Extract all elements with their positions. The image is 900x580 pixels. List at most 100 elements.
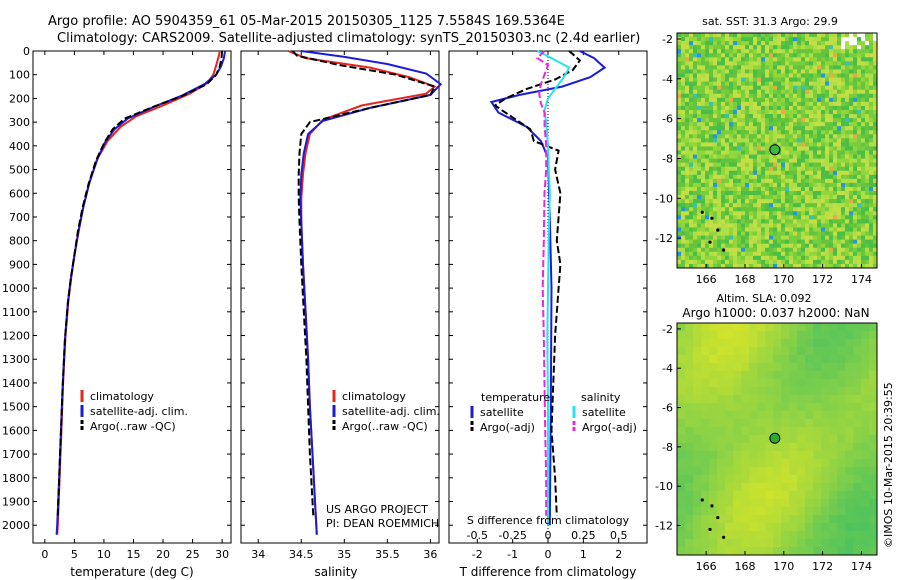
map-cell bbox=[685, 154, 690, 159]
map-cell bbox=[697, 122, 702, 127]
map-cell bbox=[717, 186, 722, 192]
map-cell bbox=[729, 207, 734, 212]
map-cell bbox=[861, 130, 866, 135]
map-cell bbox=[837, 467, 846, 476]
map-cell bbox=[785, 65, 790, 70]
map-cell bbox=[781, 207, 786, 212]
map-cell bbox=[793, 53, 798, 58]
map-cell bbox=[741, 451, 750, 460]
map-cell bbox=[757, 207, 762, 212]
map-cell bbox=[717, 114, 722, 119]
map-cell bbox=[841, 134, 846, 139]
map-cell bbox=[773, 85, 778, 91]
map-cell bbox=[717, 61, 722, 66]
map-cell bbox=[681, 130, 686, 135]
map-cell bbox=[689, 211, 694, 216]
map-cell bbox=[813, 363, 822, 372]
map-cell bbox=[801, 227, 806, 232]
map-cell bbox=[857, 227, 862, 232]
map-cell bbox=[857, 247, 862, 253]
map-cell bbox=[861, 523, 870, 532]
map-cell bbox=[693, 435, 702, 444]
map-cell bbox=[813, 130, 818, 135]
map-cell bbox=[845, 97, 850, 103]
map-cell bbox=[793, 118, 798, 123]
map-cell bbox=[733, 146, 738, 151]
map-cell bbox=[777, 215, 782, 220]
map-cell bbox=[873, 65, 878, 70]
map-cell bbox=[677, 255, 682, 261]
map-cell bbox=[869, 387, 878, 396]
map-cell bbox=[697, 142, 702, 147]
map-cell bbox=[845, 467, 854, 476]
map-cell bbox=[737, 162, 742, 168]
map-cell bbox=[813, 403, 822, 412]
map-cell bbox=[677, 69, 682, 74]
map-cell bbox=[729, 134, 734, 139]
map-cell bbox=[781, 81, 786, 87]
map-cell bbox=[773, 499, 782, 508]
map-cell bbox=[845, 126, 850, 131]
map-cell bbox=[789, 251, 794, 257]
map-cell bbox=[773, 69, 778, 74]
map-cell bbox=[869, 170, 874, 176]
map-cell bbox=[761, 138, 766, 143]
map-cell bbox=[757, 475, 766, 484]
map-cell bbox=[785, 162, 790, 168]
map-cell bbox=[813, 451, 822, 460]
map-cell bbox=[721, 105, 726, 111]
legend-label: Argo(..raw -QC) bbox=[90, 420, 176, 433]
map-cell bbox=[773, 443, 782, 452]
map-cell bbox=[681, 37, 686, 42]
title-line-2: Climatology: CARS2009. Satellite-adjuste… bbox=[57, 31, 640, 46]
map-cell bbox=[813, 77, 818, 83]
map-cell bbox=[777, 85, 782, 91]
map-cell bbox=[801, 81, 806, 87]
map-cell bbox=[797, 379, 806, 388]
map-cell bbox=[685, 150, 690, 155]
map-cell bbox=[701, 547, 710, 556]
map-cell bbox=[757, 515, 766, 524]
map-cell bbox=[861, 203, 866, 208]
map-cell bbox=[725, 178, 730, 184]
map-cell bbox=[781, 101, 786, 107]
map-cell bbox=[869, 81, 874, 87]
map-cell bbox=[709, 109, 714, 115]
map-cell bbox=[761, 231, 766, 236]
map-cell bbox=[817, 178, 822, 184]
map-cell bbox=[805, 239, 810, 245]
map-cell bbox=[733, 263, 738, 269]
map-cell bbox=[861, 138, 866, 143]
map-cell bbox=[809, 126, 814, 131]
map-cell bbox=[805, 515, 814, 524]
map-cell bbox=[861, 114, 866, 119]
map-cell bbox=[741, 251, 746, 257]
depth-tick-label: 400 bbox=[9, 140, 30, 153]
map-cell bbox=[761, 53, 766, 58]
map-cell bbox=[865, 154, 870, 159]
map-cell bbox=[849, 211, 854, 216]
map-cell bbox=[849, 93, 854, 99]
map-cell bbox=[761, 49, 766, 54]
map-cell bbox=[729, 85, 734, 91]
map-cell bbox=[781, 109, 786, 115]
map-cell bbox=[829, 114, 834, 119]
map-cell bbox=[717, 235, 722, 241]
map-cell bbox=[805, 331, 814, 340]
map-cell bbox=[813, 49, 818, 54]
map-cell bbox=[745, 255, 750, 261]
map-cell bbox=[725, 154, 730, 159]
map-cell bbox=[749, 331, 758, 340]
map-cell bbox=[753, 114, 758, 119]
map-cell bbox=[753, 211, 758, 216]
map-cell bbox=[861, 134, 866, 139]
map-cell bbox=[789, 126, 794, 131]
map-cell bbox=[865, 182, 870, 188]
sst-map-title: sat. SST: 31.3 Argo: 29.9 bbox=[702, 15, 838, 28]
map-cell bbox=[773, 523, 782, 532]
map-cell bbox=[705, 162, 710, 168]
map-cell bbox=[833, 231, 838, 236]
float-position-marker bbox=[769, 144, 781, 156]
s-tick-label: -0.25 bbox=[498, 529, 526, 542]
map-cell bbox=[781, 255, 786, 261]
